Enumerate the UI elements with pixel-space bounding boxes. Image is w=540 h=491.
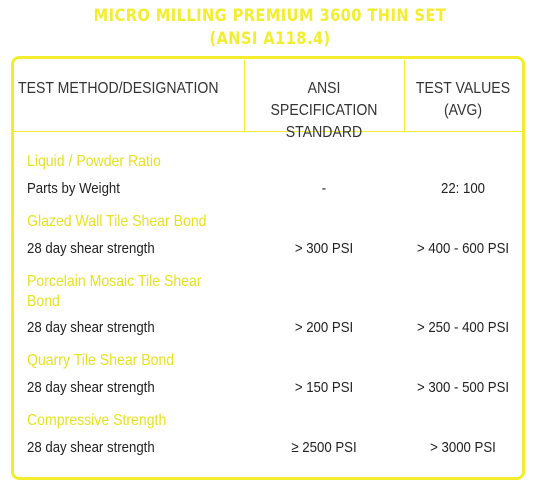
section-title: Compressive Strength [27, 412, 167, 429]
page-subtitle: (ANSI A118.4) [209, 29, 331, 49]
header-test-values: TEST VALUES (AVG) [408, 78, 519, 122]
row-spec: > 200 PSI [294, 319, 354, 336]
section-title: Glazed Wall Tile Shear Bond [27, 213, 207, 230]
section-title-line2: Bond [27, 293, 60, 310]
header-test-values-line1: TEST VALUES [415, 80, 511, 97]
section-title: Porcelain Mosaic Tile Shear Bond [27, 272, 256, 312]
section-title-line1: Porcelain Mosaic Tile Shear [27, 273, 202, 290]
page-title: MICRO MILLING PREMIUM 3600 THIN SET [93, 6, 447, 26]
row-spec: > 300 PSI [294, 240, 354, 257]
row-value: > 250 - 400 PSI [416, 319, 510, 336]
row-label: 28 day shear strength [27, 240, 155, 257]
header-ansi-spec-line1: ANSI SPECIFICATION [270, 80, 378, 119]
header-divider [14, 131, 522, 132]
row-spec: ≥ 2500 PSI [291, 439, 357, 456]
header-ansi-spec: ANSI SPECIFICATION STANDARD [254, 78, 395, 144]
row-label: Parts by Weight [27, 180, 120, 197]
header-test-method: TEST METHOD/DESIGNATION [18, 80, 219, 97]
row-value: > 300 - 500 PSI [416, 379, 510, 396]
row-label: 28 day shear strength [27, 439, 155, 456]
section-title: Liquid / Powder Ratio [27, 153, 161, 170]
row-label: 28 day shear strength [27, 379, 155, 396]
row-spec: > 150 PSI [294, 379, 354, 396]
row-label: 28 day shear strength [27, 319, 155, 336]
header-test-values-line2: (AVG) [443, 102, 483, 119]
header-ansi-spec-line2: STANDARD [285, 124, 363, 141]
row-spec: - [321, 180, 327, 197]
column-divider [404, 60, 405, 132]
row-value: 22: 100 [440, 180, 486, 197]
column-divider [244, 60, 245, 132]
table-frame [11, 56, 525, 480]
section-title: Quarry Tile Shear Bond [27, 352, 175, 369]
row-value: > 400 - 600 PSI [416, 240, 510, 257]
row-value: > 3000 PSI [430, 439, 496, 456]
